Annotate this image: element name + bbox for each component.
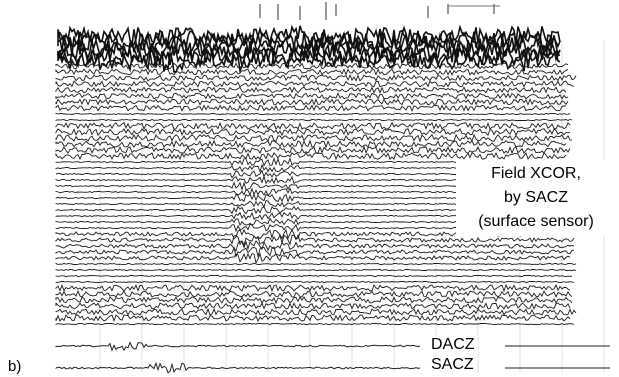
annotation-line-2: by SACZ — [503, 189, 568, 206]
seismic-trace — [55, 104, 567, 112]
seismic-trace — [55, 74, 577, 82]
seismic-trace — [55, 296, 573, 305]
seismic-trace — [55, 80, 575, 88]
seismic-trace-dense — [57, 43, 561, 69]
seismic-trace — [55, 139, 567, 149]
seismic-trace — [55, 307, 577, 317]
seismic-trace-dense — [57, 31, 561, 60]
seismic-trace — [55, 289, 573, 298]
seismic-trace — [55, 314, 571, 323]
seismic-trace — [55, 62, 569, 70]
seismic-trace — [55, 268, 577, 272]
annotation-line-1: Field XCOR, — [491, 165, 581, 182]
seismic-trace — [55, 246, 575, 259]
annotation-line-3: (surface sensor) — [478, 213, 594, 230]
seismic-trace — [55, 274, 573, 278]
seismic-trace — [55, 68, 569, 76]
trace-label-sacz: SACZ — [428, 356, 477, 374]
seismic-trace — [55, 233, 575, 247]
seismic-trace — [55, 92, 569, 100]
seismic-trace-dense — [57, 24, 561, 49]
seismic-trace — [55, 240, 575, 253]
seismic-trace — [55, 302, 571, 310]
seismic-trace — [55, 112, 571, 116]
seismic-trace-dense — [57, 28, 561, 55]
seismic-trace — [55, 280, 575, 284]
seismic-trace — [55, 283, 571, 293]
field-xcor-annotation: Field XCOR, by SACZ (surface sensor) — [456, 160, 616, 236]
reference-trace — [55, 341, 421, 352]
seismic-trace — [55, 121, 571, 131]
trace-label-dacz: DACZ — [428, 336, 478, 354]
panel-label: b) — [8, 358, 22, 375]
seismic-trace — [55, 97, 569, 106]
seismic-trace — [55, 118, 573, 122]
seismic-trace — [55, 127, 571, 137]
seismic-trace-dense — [57, 36, 561, 65]
seismic-trace — [55, 133, 573, 143]
seismic-trace — [55, 322, 574, 326]
seismic-trace — [55, 145, 571, 155]
seismic-trace — [55, 252, 571, 265]
seismic-trace — [55, 262, 577, 266]
seismic-trace — [55, 152, 567, 161]
seismic-trace — [55, 86, 567, 94]
reference-trace — [55, 361, 421, 374]
